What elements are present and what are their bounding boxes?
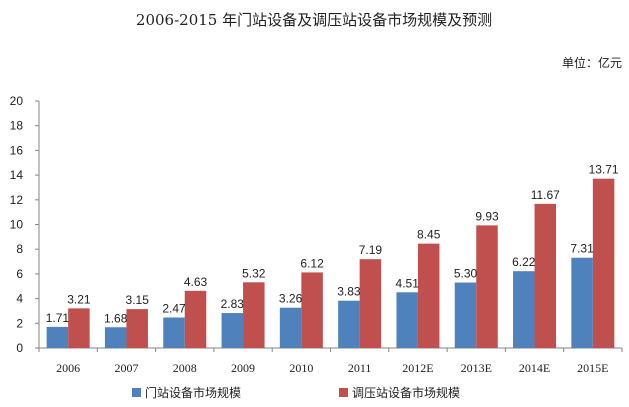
- data-label: 2.47: [162, 301, 186, 315]
- y-tick-label: 8: [16, 242, 23, 256]
- bar-series-2: [68, 308, 90, 348]
- data-label: 6.22: [512, 255, 536, 269]
- bar-series-2: [417, 243, 440, 348]
- bar-series-1: [104, 327, 127, 348]
- legend-label: 门站设备市场规模: [145, 385, 241, 400]
- bar-series-2: [592, 178, 615, 348]
- x-tick-label: 2008: [173, 361, 197, 375]
- bar-series-2: [126, 309, 148, 348]
- y-tick-label: 10: [10, 218, 24, 232]
- bar-series-2: [243, 282, 265, 348]
- axes: 0 2 4 6 8 10 12 14 16 18 20 2006 2007 2008 2009 2010 201…: [10, 94, 623, 375]
- data-label: 2.83: [221, 297, 245, 311]
- bar-series-1: [279, 307, 302, 348]
- bar-series-2: [184, 290, 207, 348]
- data-label: 9.93: [475, 209, 499, 223]
- bar-series-1: [163, 317, 185, 348]
- legend-label: 调压站设备市场规模: [352, 385, 460, 400]
- bar-series-1: [571, 257, 593, 348]
- legend: 门站设备市场规模 调压站设备市场规模: [132, 385, 460, 400]
- data-label: 4.51: [396, 276, 420, 290]
- y-tick-label: 2: [16, 316, 23, 330]
- y-tick-label: 6: [16, 267, 23, 281]
- data-label: 5.32: [242, 266, 266, 280]
- data-label: 5.30: [454, 267, 478, 281]
- x-tick-label: 2012E: [402, 361, 433, 375]
- bar-series-1: [396, 292, 418, 348]
- y-tick-label: 4: [16, 292, 23, 306]
- bar-series-2: [534, 203, 557, 348]
- unit-label: 单位：亿元: [562, 55, 622, 70]
- bar-series-1: [46, 326, 69, 348]
- y-tick-label: 14: [10, 168, 24, 182]
- x-tick-label: 2015E: [577, 361, 608, 375]
- data-label: 7.31: [570, 242, 594, 256]
- chart-title: 2006-2015 年门站设备及调压站设备市场规模及预测: [136, 11, 492, 29]
- data-label: 3.83: [337, 285, 361, 299]
- x-tick-label: 2014E: [519, 361, 550, 375]
- x-tick-label: 2007: [114, 361, 138, 375]
- x-tick-label: 2010: [289, 361, 313, 375]
- data-label: 6.12: [300, 256, 324, 270]
- legend-item: 门站设备市场规模: [132, 385, 241, 400]
- data-label: 4.63: [184, 275, 208, 289]
- data-label: 13.71: [589, 163, 619, 177]
- bar-series-2: [359, 259, 382, 348]
- data-label: 7.19: [359, 243, 383, 257]
- y-tick-label: 20: [10, 94, 24, 108]
- bar-series-1: [338, 300, 360, 348]
- y-tick-label: 12: [10, 193, 24, 207]
- bars: [46, 178, 615, 348]
- y-tick-label: 0: [16, 341, 23, 355]
- legend-swatch: [132, 388, 141, 397]
- data-label: 11.67: [531, 188, 560, 202]
- bar-series-1: [513, 271, 535, 348]
- legend-item: 调压站设备市场规模: [339, 385, 460, 400]
- x-tick-label: 2009: [231, 361, 255, 375]
- bar-series-1: [454, 282, 477, 348]
- x-tick-label: 2006: [56, 361, 80, 375]
- data-label: 1.71: [46, 311, 70, 325]
- data-label: 8.45: [417, 228, 441, 242]
- data-label: 3.21: [67, 292, 91, 306]
- legend-swatch: [339, 388, 348, 397]
- bar-series-2: [301, 272, 323, 348]
- data-label: 3.26: [279, 292, 303, 306]
- data-label: 1.68: [104, 311, 128, 325]
- y-tick-label: 16: [10, 143, 24, 157]
- data-labels: 1.71 1.68 2.47 2.83 3.26 3.83 4.51 5.30 6.22 7.31…: [46, 163, 619, 326]
- bar-series-1: [221, 313, 244, 348]
- x-tick-label: 2011: [348, 361, 372, 375]
- bar-series-2: [476, 225, 498, 348]
- data-label: 3.15: [126, 293, 150, 307]
- y-tick-label: 18: [10, 119, 24, 133]
- x-tick-label: 2013E: [461, 361, 492, 375]
